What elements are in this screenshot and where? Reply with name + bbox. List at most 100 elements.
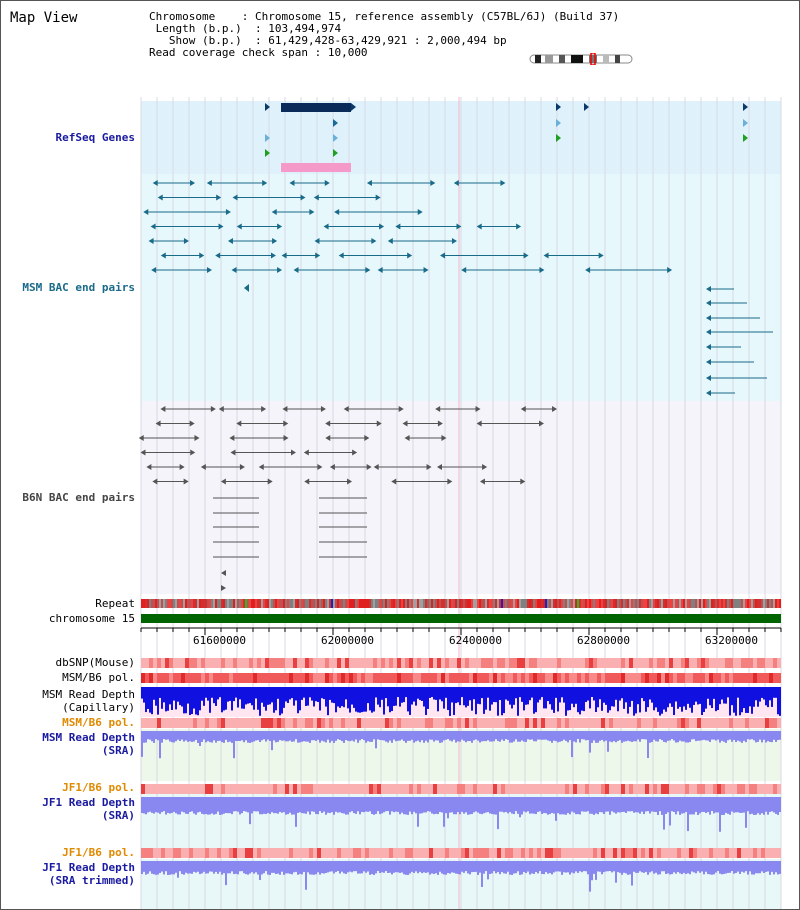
depth-capillary-bar: [419, 687, 421, 701]
depth-sra-bar: [739, 731, 741, 742]
depth-sra-bar: [187, 731, 189, 742]
heatmap-cell: [245, 658, 249, 668]
depth-sra-bar: [201, 797, 203, 814]
b6n-bac-pair-end: [329, 464, 335, 470]
msm-bac-pair-end: [423, 267, 429, 273]
depth-sra-bar: [183, 731, 185, 742]
repeat-block: [353, 599, 355, 608]
refseq-gene-marker: [556, 134, 561, 142]
depth-sra-bar: [661, 731, 663, 741]
depth-sra-bar: [353, 731, 355, 742]
depth-sra-bar: [219, 797, 221, 815]
heatmap-cell: [637, 848, 641, 858]
depth-sra-bar: [245, 731, 247, 741]
repeat-block: [693, 599, 695, 608]
depth-sra-bar: [153, 861, 155, 875]
depth-sra-bar: [303, 797, 305, 814]
repeat-block: [645, 599, 647, 608]
heatmap-cell: [285, 784, 289, 794]
heatmap-cell: [345, 848, 349, 858]
heatmap-cell: [473, 718, 477, 728]
depth-capillary-bar: [525, 687, 527, 705]
msm-bac-pair-end: [371, 238, 377, 244]
heatmap-cell: [653, 718, 657, 728]
depth-sra-bar: [743, 797, 745, 813]
depth-capillary-bar: [595, 687, 597, 712]
b6n-bac-label[interactable]: B6N BAC end pairs: [22, 491, 135, 504]
depth-sra-bar: [445, 797, 447, 814]
depth-capillary-bar: [151, 687, 153, 715]
depth-sra-bar: [305, 797, 307, 814]
repeat-block: [183, 599, 185, 608]
depth-capillary-bar: [309, 687, 311, 698]
depth-sra-bar: [369, 731, 371, 742]
heatmap-cell: [453, 848, 457, 858]
depth-sra-bar: [343, 861, 345, 874]
repeat-block: [143, 599, 145, 608]
heatmap-cell: [513, 784, 517, 794]
refseq-gene-marker: [556, 103, 561, 111]
depth-sra-bar: [351, 731, 353, 741]
depth-sra-bar: [613, 861, 615, 872]
depth-sra-bar: [229, 731, 231, 742]
heatmap-cell: [709, 848, 713, 858]
repeat-block: [245, 599, 247, 608]
heatmap-cell: [421, 718, 425, 728]
msm-bac-pair-end: [225, 209, 231, 215]
depth-sra-bar: [755, 797, 757, 815]
msm-bac-pair-end: [430, 180, 436, 186]
heatmap-cell: [569, 848, 573, 858]
depth-sra-bar: [753, 731, 755, 741]
depth-sra-bar: [697, 731, 699, 741]
heatmap-cell: [525, 673, 529, 683]
repeat-block: [233, 599, 235, 608]
depth-sra-bar: [589, 797, 591, 814]
depth-sra-bar: [555, 797, 557, 821]
depth-sra-bar: [223, 797, 225, 814]
depth-capillary-bar: [343, 687, 345, 708]
repeat-block: [339, 599, 341, 608]
heatmap-cell: [237, 848, 241, 858]
depth-sra-bar: [621, 731, 623, 743]
depth-sra-bar: [663, 861, 665, 872]
depth-capillary-bar: [631, 687, 633, 701]
repeat-block: [599, 599, 601, 608]
depth-sra-bar: [335, 731, 337, 741]
depth-sra-bar: [283, 731, 285, 741]
heatmap-cell: [593, 718, 597, 728]
heatmap-cell: [521, 673, 525, 683]
depth-sra-bar: [299, 731, 301, 743]
depth-sra-bar: [185, 797, 187, 814]
refseq-genes-label[interactable]: RefSeq Genes: [55, 131, 135, 144]
repeat-block: [191, 599, 193, 608]
repeat-block: [493, 599, 495, 608]
heatmap-cell: [601, 673, 605, 683]
depth-sra-bar: [779, 731, 781, 740]
depth-sra-bar: [589, 731, 591, 753]
depth-sra-bar: [545, 731, 547, 740]
b6n-bac-pair-end: [258, 464, 264, 470]
heatmap-cell: [509, 848, 513, 858]
repeat-block: [751, 599, 753, 608]
depth-sra-bar: [721, 731, 723, 741]
heatmap-cell: [581, 658, 585, 668]
heatmap-cell: [441, 718, 445, 728]
depth-sra-bar: [621, 797, 623, 813]
msm-b6-pol-sra-label: MSM/B6 pol.: [62, 716, 135, 729]
msm-bac-pair-end: [206, 267, 212, 273]
depth-sra-bar: [597, 731, 599, 743]
depth-sra-bar: [317, 797, 319, 815]
repeat-block: [305, 599, 307, 608]
heatmap-cell: [317, 658, 321, 668]
repeat-block: [189, 599, 191, 608]
depth-capillary-bar: [335, 687, 337, 713]
repeat-block: [349, 599, 351, 608]
repeat-block: [237, 599, 239, 608]
msm-bac-label[interactable]: MSM BAC end pairs: [22, 281, 135, 294]
chromosome-ideogram[interactable]: [529, 53, 635, 65]
repeat-block: [203, 599, 205, 608]
repeat-block: [421, 599, 423, 608]
depth-capillary-bar: [271, 687, 273, 703]
depth-sra-bar: [645, 861, 647, 872]
